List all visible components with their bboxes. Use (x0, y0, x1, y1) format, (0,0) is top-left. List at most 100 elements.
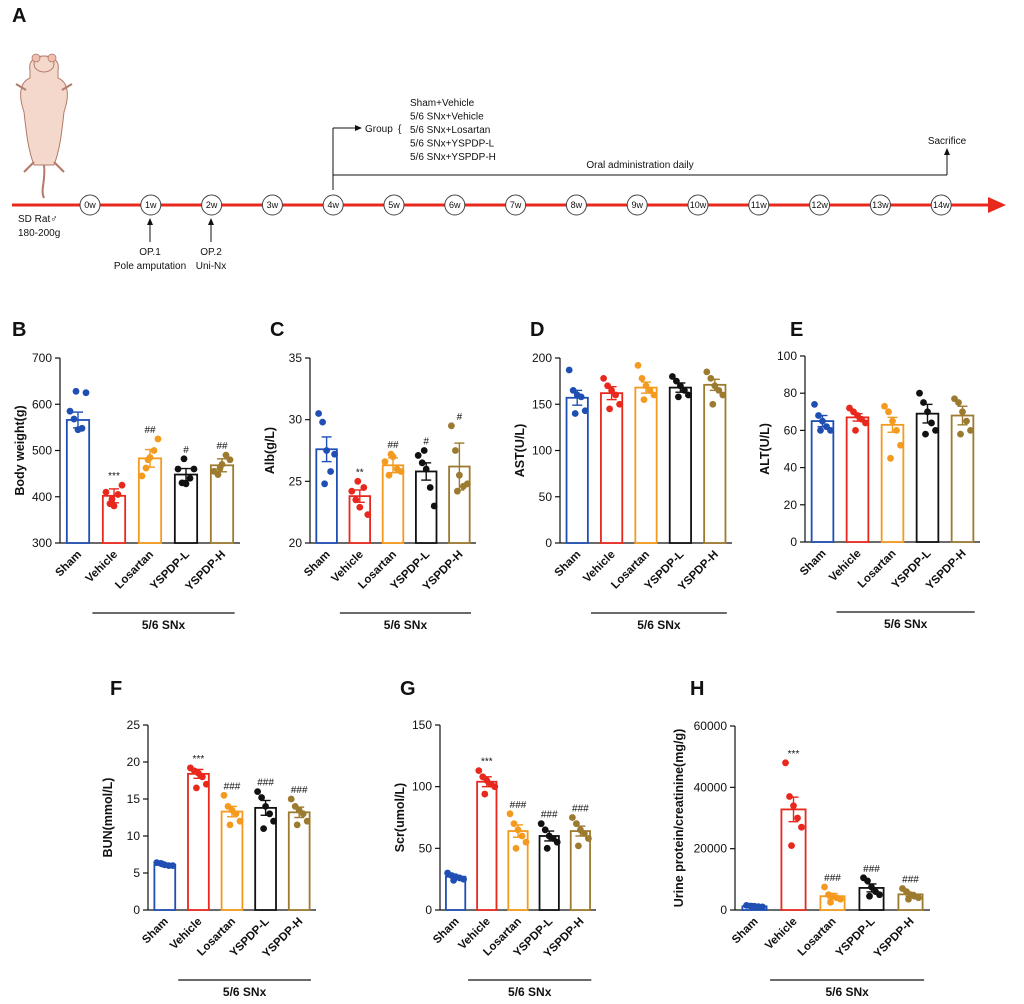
data-point (354, 477, 362, 485)
data-point (385, 471, 393, 479)
week-circle (383, 194, 405, 216)
data-point (604, 382, 611, 390)
data-point (866, 892, 873, 900)
bar (600, 392, 624, 544)
data-point (817, 427, 824, 434)
chart-e: E020406080100ALT(U/L)ShamVehicleLosartan… (758, 319, 980, 631)
data-point (815, 412, 822, 419)
week-markers: 0w 1w 2w 3w 4w 5w 6w 7w 8w 9w 10w 11w 12w 13w 14w (79, 194, 952, 216)
data-point (174, 465, 182, 473)
y-tick-label: 10 (127, 829, 141, 843)
data-point (616, 400, 623, 408)
significance-label: ### (863, 864, 880, 875)
data-point (144, 456, 152, 464)
data-point (510, 820, 518, 828)
data-point (749, 902, 756, 910)
week-label: 12w (811, 200, 828, 210)
week-circle (687, 194, 709, 216)
data-point (331, 450, 338, 458)
data-point (236, 817, 244, 825)
data-point (675, 393, 682, 401)
bar (703, 383, 727, 544)
data-point (323, 447, 330, 454)
data-point (581, 830, 588, 837)
data-point (348, 487, 356, 495)
group-arrowhead (355, 125, 362, 131)
x-category-label: YSPDP-L (834, 916, 878, 960)
group-label: 5/6 SNx (384, 618, 428, 632)
week-marker: 4w (322, 194, 344, 216)
significance-label: ### (824, 873, 841, 884)
data-point (827, 898, 834, 906)
data-point (819, 417, 826, 425)
data-point (364, 511, 372, 519)
data-point (327, 468, 334, 475)
data-point (864, 877, 871, 885)
week-label: 11w (751, 200, 767, 210)
bar (476, 780, 498, 911)
data-point (102, 488, 110, 496)
x-category-label: Sham (53, 549, 84, 580)
y-tick-label: 50 (539, 490, 553, 504)
data-point (142, 464, 150, 472)
week-label: 3w (267, 200, 279, 210)
data-point (876, 891, 883, 899)
y-tick-label: 100 (777, 349, 797, 363)
data-point (959, 408, 966, 416)
significance-label: ### (224, 781, 241, 792)
group-item: 5/6 SNx+Losartan (410, 125, 490, 136)
y-tick-label: 0 (720, 903, 727, 917)
group-label: 5/6 SNx (142, 618, 186, 632)
data-point (518, 832, 526, 840)
data-point (868, 883, 875, 891)
data-point (226, 821, 234, 829)
significance-label: ### (291, 785, 308, 796)
data-point (464, 480, 471, 488)
significance-label: ## (216, 441, 228, 452)
group-item: Sham+Vehicle (410, 98, 475, 109)
data-point (232, 810, 240, 818)
data-point (924, 408, 931, 416)
week-circle (565, 194, 587, 216)
y-tick-label: 25 (289, 474, 303, 488)
data-point (920, 399, 927, 406)
y-axis-label: Alb(g/L) (263, 427, 277, 474)
data-point (553, 838, 561, 846)
week-label: 6w (449, 200, 461, 210)
y-tick-label: 400 (32, 490, 52, 504)
week-circle (140, 194, 162, 216)
data-point (214, 471, 222, 478)
week-marker: 2w (201, 194, 223, 216)
data-point (565, 366, 573, 374)
significance-label: ** (356, 467, 364, 478)
group-label: 5/6 SNx (884, 617, 928, 631)
week-marker: 3w (261, 194, 283, 216)
data-point (905, 895, 912, 903)
data-point (915, 894, 922, 902)
week-label: 9w (631, 200, 643, 210)
y-axis-label: Scr(umol/L) (393, 783, 407, 852)
panel-label: F (110, 678, 122, 700)
data-point (862, 419, 869, 427)
data-point (573, 820, 580, 828)
data-point (541, 826, 549, 834)
data-point (260, 825, 267, 832)
data-point (387, 450, 395, 458)
x-category-label: Losartan (796, 916, 839, 959)
data-point (454, 487, 461, 495)
group-brace: { (398, 124, 402, 135)
data-point (897, 441, 904, 449)
x-category-label: Sham (140, 916, 171, 947)
data-point (514, 826, 522, 834)
week-label: 4w (327, 200, 339, 210)
data-point (182, 480, 190, 488)
bar (348, 495, 371, 544)
week-circle (261, 194, 283, 216)
data-point (78, 424, 86, 432)
data-point (711, 382, 719, 390)
chart-f: F0510152025BUN(mmol/L)Sham***Vehicle###L… (101, 678, 316, 999)
data-point (72, 387, 80, 395)
y-tick-label: 100 (532, 444, 552, 458)
data-point (315, 410, 322, 417)
data-point (608, 386, 615, 394)
